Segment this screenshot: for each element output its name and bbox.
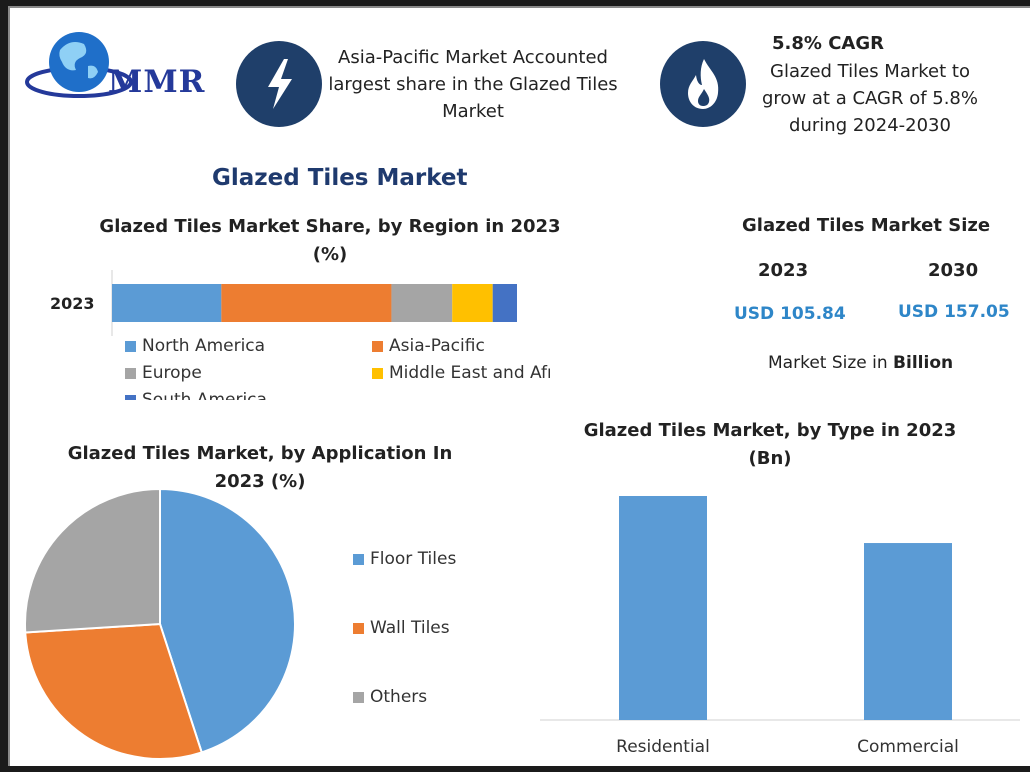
application-pie-chart: Floor Tiles Wall Tiles Others [24, 487, 456, 760]
region-bar-middle-east-and-africa [452, 284, 493, 322]
card2-line2: grow at a CAGR of 5.8% [762, 88, 978, 109]
card2-icon-circle [660, 41, 746, 127]
main-title: Glazed Tiles Market [212, 165, 468, 191]
card1-icon-circle [236, 41, 322, 127]
pie-slice-floor-tiles [159, 487, 296, 754]
market-size-value-2023: USD 105.84 [734, 304, 846, 324]
market-size-value-2030: USD 157.05 [898, 302, 1010, 322]
application-chart-title-line1: Glazed Tiles Market, by Application In [67, 443, 453, 464]
market-size-year-2030: 2030 [928, 260, 979, 281]
region-legend-swatch-europe [125, 368, 136, 379]
card1-text: Asia-Pacific Market Accounted largest sh… [328, 44, 618, 125]
market-size-note-unit: Billion [893, 353, 954, 373]
logo: MMR [24, 20, 224, 110]
market-size-title: Glazed Tiles Market Size [742, 215, 991, 236]
region-bar-south-america [492, 284, 517, 322]
market-size-note: Market Size in Billion [768, 353, 953, 373]
market-size-year-2023: 2023 [758, 260, 809, 281]
pie-legend-swatch-others [353, 692, 364, 703]
type-bar-chart: Residential Commercial [540, 496, 1020, 757]
globe-icon [25, 32, 133, 98]
type-tick-commercial: Commercial [857, 737, 959, 757]
card2-line3: during 2024-2030 [789, 115, 951, 136]
pie-legend-wall-tiles: Wall Tiles [370, 618, 450, 638]
card1-line3: Market [442, 101, 504, 122]
region-chart-title: Glazed Tiles Market Share, by Region in … [90, 213, 570, 269]
pie-slice-wall-tiles [24, 622, 203, 760]
type-bar-commercial [864, 543, 952, 720]
region-bar-asia-pacific [221, 284, 392, 322]
flame-icon [688, 59, 719, 109]
region-legend-swatch-north-america [125, 341, 136, 352]
application-chart-title: Glazed Tiles Market, by Application In 2… [50, 440, 470, 496]
region-bar-europe [391, 284, 453, 322]
region-bar-north-america [112, 284, 222, 322]
card2-title: 5.8% CAGR [772, 33, 884, 54]
card1-line2: largest share in the Glazed Tiles [328, 74, 618, 95]
region-chart-title-line1: Glazed Tiles Market Share, by Region in … [99, 216, 561, 237]
type-chart-title: Glazed Tiles Market, by Type in 2023 (Bn… [570, 417, 970, 473]
type-chart-title-line2: (Bn) [748, 448, 792, 469]
application-chart-title-line2: 2023 (%) [214, 471, 306, 492]
lightning-icon [268, 59, 292, 109]
pie-legend-others: Others [370, 687, 427, 707]
type-chart-title-line1: Glazed Tiles Market, by Type in 2023 [583, 420, 957, 441]
region-chart-title-line2: (%) [312, 244, 348, 265]
region-legend-north-america: North America [142, 336, 265, 356]
type-bar-residential [619, 496, 707, 720]
card2-text: Glazed Tiles Market to grow at a CAGR of… [750, 58, 990, 139]
region-legend-south-america: South America [142, 390, 267, 400]
region-legend-swatch-asia-pacific [372, 341, 383, 352]
region-legend-europe: Europe [142, 363, 202, 383]
region-legend-swatch-south-america [125, 395, 136, 400]
infographic-frame: MMR Asia-Pacific Market Accounted larges… [8, 6, 1030, 766]
region-legend-asia-pacific: Asia-Pacific [389, 336, 485, 356]
pie-slice-others [24, 487, 161, 634]
region-legend-swatch-middle-east-and-africa [372, 368, 383, 379]
pie-legend-swatch-floor-tiles [353, 554, 364, 565]
pie-legend-swatch-wall-tiles [353, 623, 364, 634]
region-category-label: 2023 [50, 294, 95, 313]
logo-text: MMR [108, 64, 206, 100]
market-size-note-prefix: Market Size in [768, 353, 894, 373]
type-tick-residential: Residential [616, 737, 710, 757]
region-stacked-bar-chart: 2023 North America Asia-Pacific Europe Middl… [50, 270, 550, 400]
pie-legend-floor-tiles: Floor Tiles [370, 549, 456, 569]
card1-line1: Asia-Pacific Market Accounted [338, 47, 608, 68]
region-legend-middle-east-and-africa: Middle East and Africa [389, 363, 550, 383]
card2-line1: Glazed Tiles Market to [770, 61, 970, 82]
